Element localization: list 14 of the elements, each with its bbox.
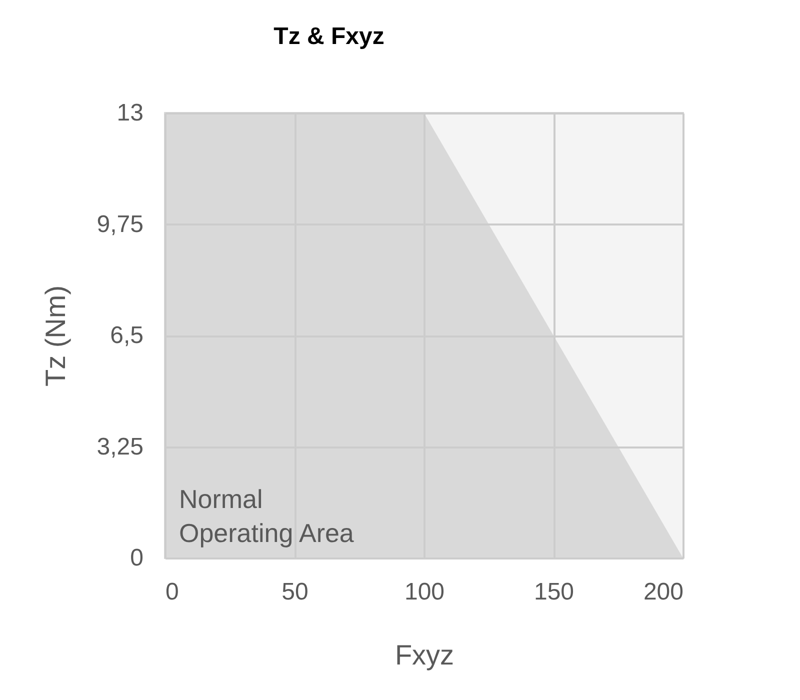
x-axis-title: Fxyz: [394, 640, 454, 670]
x-tick-label: 150: [534, 578, 574, 606]
annotation: Normal Operating Area: [179, 484, 354, 548]
x-tick-label: 200: [643, 578, 684, 606]
y-tick-label: 6,5: [110, 322, 144, 349]
y-tick-label: 3,25: [96, 433, 144, 460]
y-tick-label: 13: [116, 100, 144, 126]
y-axis-title: Tz (Nm): [40, 285, 71, 387]
x-tick-label: 50: [282, 578, 308, 606]
y-tick-label: 9,75: [96, 210, 144, 238]
x-tick-label: 100: [404, 578, 445, 606]
x-tick-label: 0: [166, 578, 179, 606]
chart-title: Tz & Fxyz: [274, 23, 384, 50]
y-tick-label: 0: [130, 544, 144, 572]
